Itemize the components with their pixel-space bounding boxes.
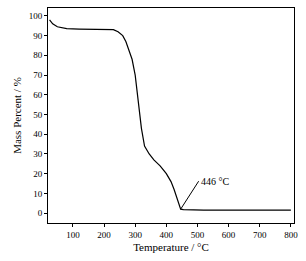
svg-text:50: 50 bbox=[33, 110, 43, 120]
svg-text:400: 400 bbox=[160, 230, 174, 240]
svg-text:30: 30 bbox=[33, 149, 43, 159]
svg-text:90: 90 bbox=[33, 31, 43, 41]
svg-text:700: 700 bbox=[253, 230, 267, 240]
svg-text:10: 10 bbox=[33, 189, 43, 199]
svg-text:300: 300 bbox=[128, 230, 142, 240]
svg-text:500: 500 bbox=[191, 230, 205, 240]
svg-text:600: 600 bbox=[222, 230, 236, 240]
svg-text:446 °C: 446 °C bbox=[201, 176, 229, 187]
svg-text:40: 40 bbox=[33, 129, 43, 139]
svg-text:80: 80 bbox=[33, 50, 43, 60]
svg-text:200: 200 bbox=[97, 230, 111, 240]
svg-text:60: 60 bbox=[33, 90, 43, 100]
svg-text:800: 800 bbox=[284, 230, 298, 240]
svg-text:70: 70 bbox=[33, 70, 43, 80]
svg-text:0: 0 bbox=[38, 208, 43, 218]
svg-text:100: 100 bbox=[66, 230, 80, 240]
svg-text:20: 20 bbox=[33, 169, 43, 179]
svg-text:Mass Percent / %: Mass Percent / % bbox=[11, 77, 23, 154]
svg-text:Temperature / °C: Temperature / °C bbox=[133, 241, 209, 253]
svg-text:100: 100 bbox=[29, 11, 43, 21]
